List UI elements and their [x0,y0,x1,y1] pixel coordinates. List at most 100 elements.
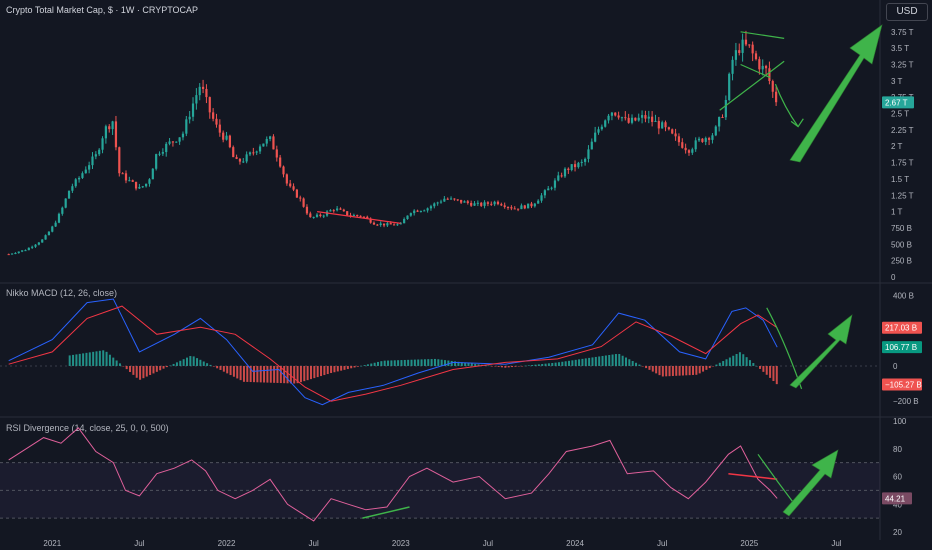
macd-histogram-bar [75,354,78,366]
candle [510,207,513,209]
macd-tick-label: −200 B [893,397,919,406]
candle [711,135,714,140]
candle [258,146,262,152]
candle [553,180,557,188]
candle [329,210,332,212]
macd-histogram-bar [102,350,105,366]
candle [151,168,154,180]
candle [594,132,597,142]
macd-histogram-bar [413,359,416,366]
rsi-tick-label: 100 [893,417,907,426]
macd-histogram-bar [299,365,302,383]
macd-histogram-bar [494,365,497,367]
candle [610,112,614,116]
macd-histogram-bar [279,365,282,384]
macd-pane-label: Nikko MACD (12, 26, close) [6,288,118,298]
candle [161,152,164,154]
macd-histogram-bar [497,365,500,367]
price-tick-label: 2.5 T [891,110,909,119]
macd-histogram-bar [286,365,289,384]
candle [728,73,731,101]
candle [543,190,546,196]
candle [768,68,771,82]
candle [506,206,510,208]
candle [654,120,657,122]
macd-histogram-bar [276,365,279,383]
candle [332,210,335,212]
macd-histogram-bar [209,364,212,366]
candle [540,195,543,201]
macd-histogram-bar [273,365,276,383]
rsi-tick-label: 80 [893,445,902,454]
candle [429,206,433,209]
macd-value-label: 106.77 B [885,343,917,352]
macd-histogram-bar [390,360,393,366]
candle [212,112,215,119]
candle [41,239,44,243]
candle [439,201,443,203]
macd-histogram-bar [433,358,436,366]
candle [188,116,191,120]
macd-histogram-bar [162,365,165,369]
macd-histogram-bar [145,365,148,377]
candle [175,141,178,143]
macd-histogram-bar [564,361,567,366]
macd-histogram-bar [578,359,581,366]
macd-histogram-bar [645,365,648,369]
macd-histogram-bar [665,365,668,377]
candle [356,214,359,216]
rsi-value-tag [882,492,912,505]
candle [443,198,446,202]
candle [265,138,268,144]
candle [64,198,67,208]
candle [88,165,91,170]
candle [714,126,717,136]
macd-histogram-bar [467,363,470,366]
candle [336,208,339,211]
macd-histogram-bar [135,365,138,378]
candle [557,175,560,181]
candle [208,97,211,113]
candle [178,137,181,142]
candle [775,91,778,103]
macd-histogram-bar [668,365,671,377]
macd-histogram-bar [521,365,524,367]
candle [235,157,238,159]
candle [523,205,526,209]
macd-histogram-bar [638,364,641,366]
macd-histogram-bar [269,365,272,383]
candle [771,81,774,92]
candle [476,202,479,204]
macd-histogram-bar [383,360,386,366]
candle [372,222,376,225]
macd-histogram-bar [212,365,215,367]
candle [386,223,389,226]
macd-histogram-bar [263,365,266,383]
time-tick-label: Jul [483,539,493,548]
price-tick-label: 2.25 T [891,126,914,135]
candle [674,133,677,137]
chart-title: Crypto Total Market Cap, $ · 1W · CRYPTO… [6,5,199,15]
macd-histogram-bar [460,362,463,366]
macd-histogram-bar [393,360,396,366]
macd-histogram-bar [192,356,195,366]
macd-histogram-bar [554,362,557,366]
time-tick-label: 2023 [392,539,410,548]
candle [724,100,727,118]
candle [24,250,27,252]
rsi-bull-divergence-line [362,506,410,519]
currency-button[interactable]: USD [886,3,928,21]
macd-histogram-bar [628,359,631,366]
macd-histogram-bar [447,360,450,366]
time-tick-label: 2024 [566,539,584,548]
macd-histogram-bar [507,365,510,368]
bear-trendline [317,211,401,224]
macd-histogram-bar [504,365,507,368]
candle [165,143,168,153]
macd-value-tag [882,321,922,334]
candle [570,164,573,170]
macd-histogram-bar [403,359,406,366]
candle [128,180,131,182]
candle [201,86,205,89]
